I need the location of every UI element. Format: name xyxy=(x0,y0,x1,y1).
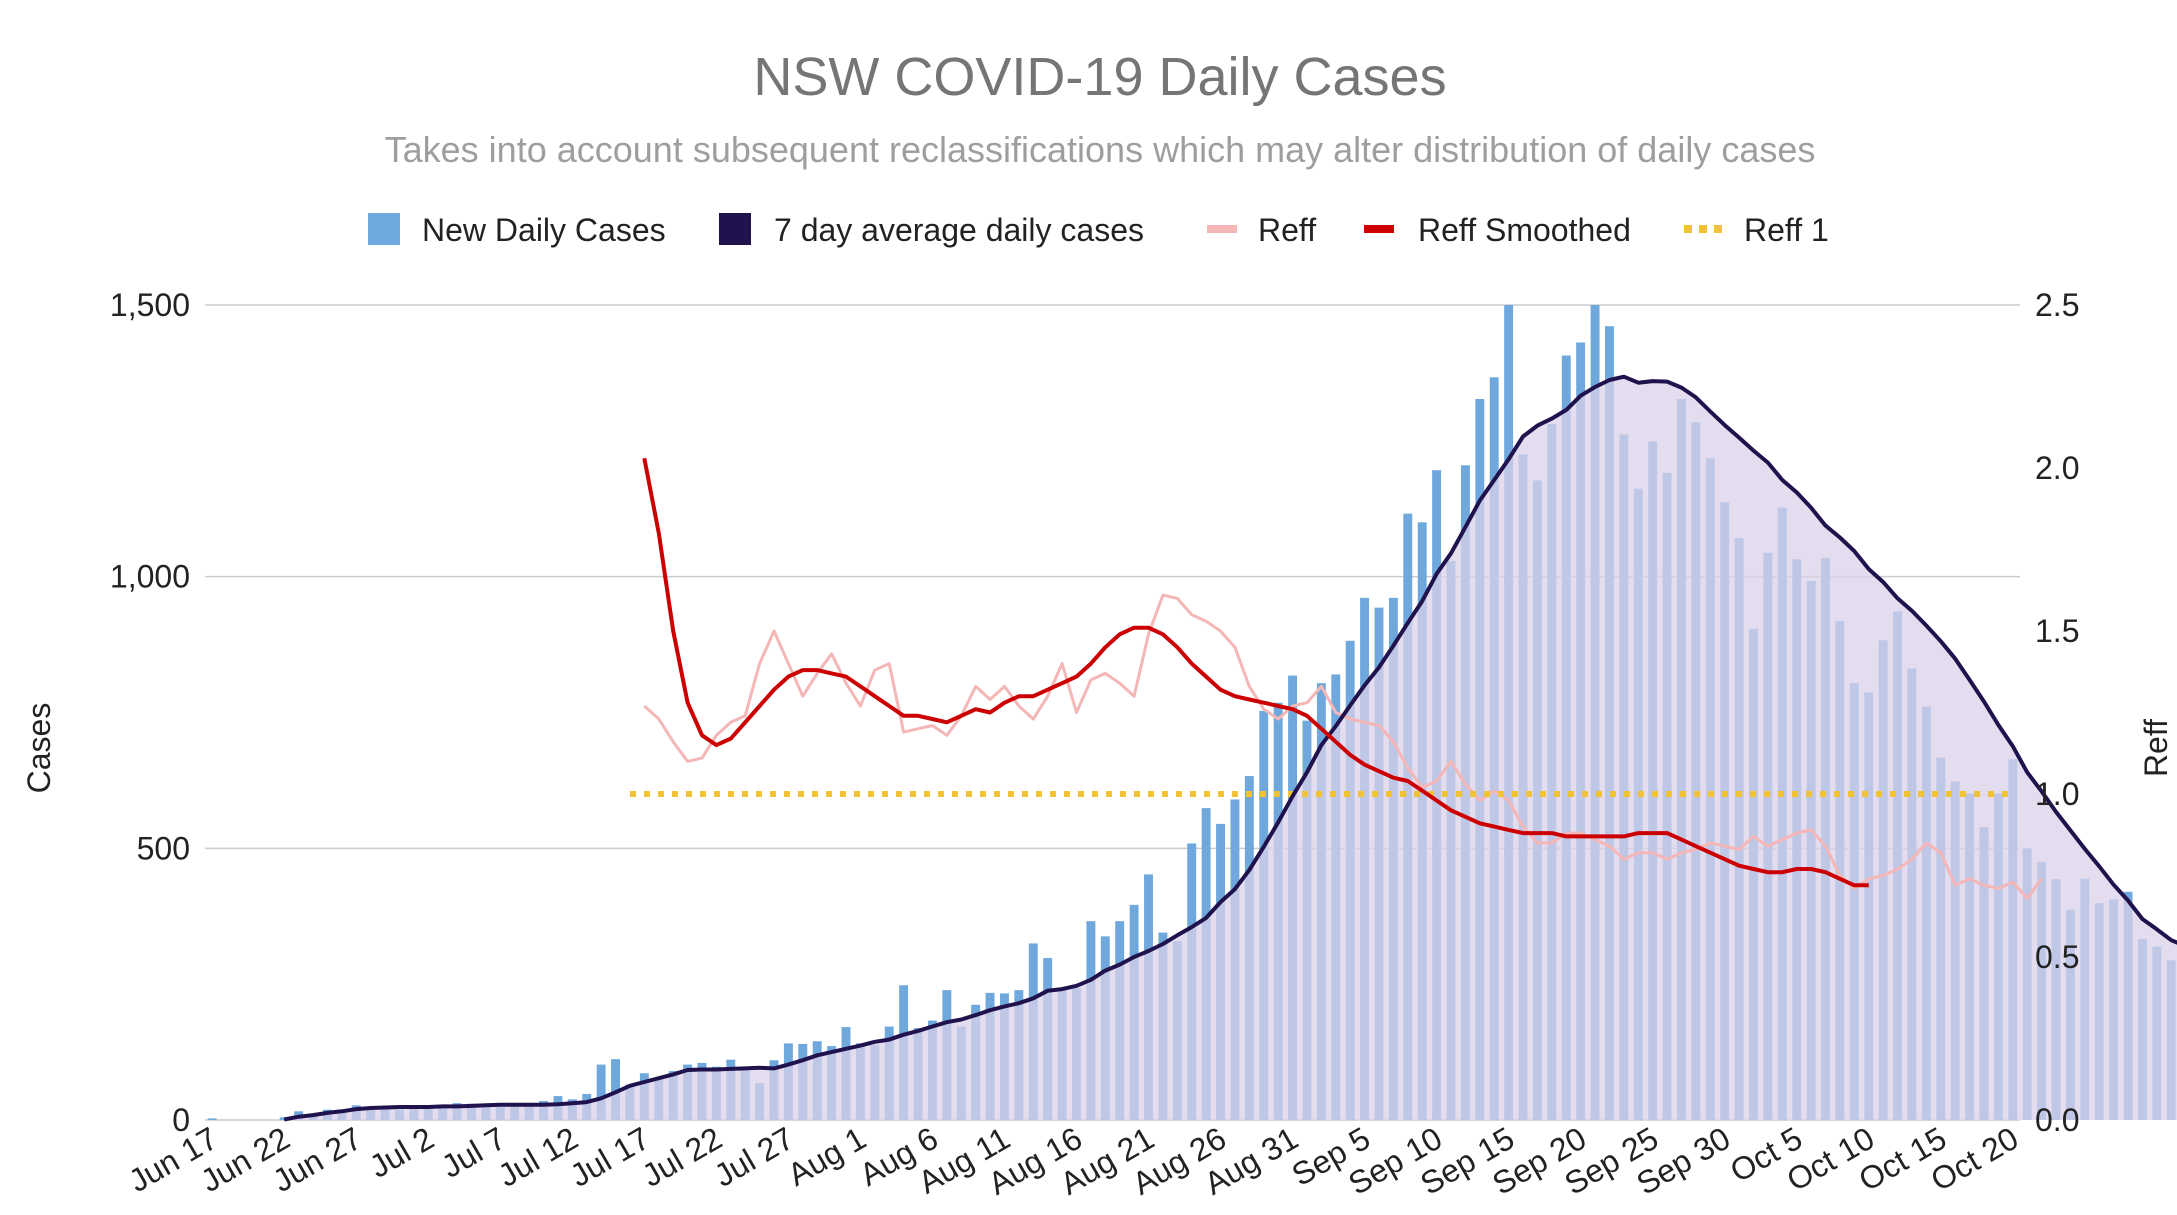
x-tick-label: Jul 2 xyxy=(363,1120,440,1185)
avg-area xyxy=(284,376,2177,1120)
bar xyxy=(596,1064,606,1120)
bar xyxy=(611,1059,621,1120)
legend-label-reff1: Reff 1 xyxy=(1744,212,1829,248)
line-series xyxy=(283,374,2177,1122)
y2-tick-label: 2.0 xyxy=(2035,450,2079,486)
y2-tick-label: 0.5 xyxy=(2035,939,2079,975)
x-tick-label: Jul 22 xyxy=(636,1120,728,1194)
x-tick-label: Jul 27 xyxy=(708,1120,800,1194)
y-tick-label: 1,500 xyxy=(110,287,190,323)
y-axis-left: 0 500 1,000 1,500 xyxy=(110,287,190,1138)
y2-tick-label: 1.5 xyxy=(2035,613,2079,649)
y2-tick-label: 1.0 xyxy=(2035,776,2079,812)
y2-tick-label: 2.5 xyxy=(2035,287,2079,323)
legend-label-reff-smoothed: Reff Smoothed xyxy=(1418,212,1631,248)
legend-label-reff: Reff xyxy=(1258,212,1316,248)
y-axis-right: 0.0 0.5 1.0 1.5 2.0 2.5 xyxy=(2035,287,2079,1138)
x-tick-label: Aug 1 xyxy=(781,1120,871,1193)
legend-label-bars: New Daily Cases xyxy=(422,212,666,248)
chart-title: NSW COVID-19 Daily Cases xyxy=(753,47,1446,107)
x-tick-label: Jul 12 xyxy=(492,1120,584,1194)
legend-swatch-avg xyxy=(719,213,751,245)
legend-label-avg: 7 day average daily cases xyxy=(774,212,1144,248)
y-axis-title: Cases xyxy=(21,703,57,794)
y2-tick-label: 0.0 xyxy=(2035,1102,2079,1138)
reff-smoothed-line xyxy=(642,457,1869,888)
legend: New Daily Cases 7 day average daily case… xyxy=(368,212,1829,248)
avg-line xyxy=(283,374,2177,1122)
bar xyxy=(207,1118,217,1120)
y2-axis-title: Reff xyxy=(2138,719,2174,777)
x-tick-label: Jul 17 xyxy=(564,1120,656,1194)
y-tick-label: 1,000 xyxy=(110,559,190,595)
chart-subtitle: Takes into account subsequent reclassifi… xyxy=(385,129,1816,170)
legend-swatch-bars xyxy=(368,213,400,245)
y-tick-label: 500 xyxy=(137,830,190,866)
y-tick-label: 0 xyxy=(172,1102,190,1138)
